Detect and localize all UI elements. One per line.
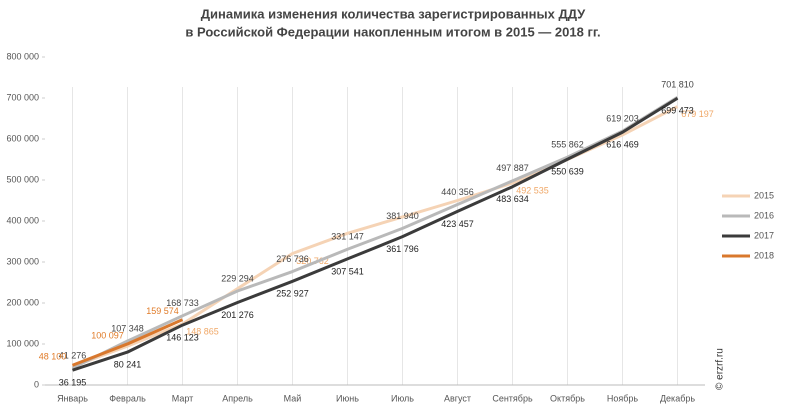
data-label: 497 887: [496, 163, 529, 173]
data-label: 701 810: [661, 80, 694, 90]
data-label: 36 195: [59, 378, 87, 388]
x-tick-label: Апрель: [222, 393, 253, 403]
data-label: 616 469: [606, 140, 639, 150]
data-label: 146 123: [166, 332, 199, 342]
x-tick-label: Март: [172, 393, 194, 403]
x-tick-label: Август: [444, 393, 471, 403]
data-label: 201 276: [221, 310, 254, 320]
legend-label: 2017: [754, 230, 774, 240]
data-label: 381 940: [386, 211, 419, 221]
x-tick-label: Май: [284, 393, 302, 403]
series-line: [72, 96, 679, 372]
data-label: 699 473: [661, 106, 694, 116]
data-label: 168 733: [166, 298, 199, 308]
data-label: 276 736: [276, 254, 309, 264]
data-label: 619 203: [606, 114, 639, 124]
y-tick-label: 400 000: [6, 215, 39, 225]
data-label: 107 348: [111, 323, 144, 333]
x-tick-label: Июнь: [336, 393, 359, 403]
data-label: 679 197: [681, 109, 714, 119]
data-label: 159 574: [146, 306, 179, 316]
y-tick-label: 200 000: [6, 297, 39, 307]
data-label: 80 241: [114, 359, 142, 369]
y-tick-label: 600 000: [6, 133, 39, 143]
y-tick-label: 800 000: [6, 51, 39, 61]
data-label: 48 100: [39, 352, 67, 362]
y-tick-label: 0: [34, 379, 39, 389]
chart-title: в Российской Федерации накопленным итого…: [185, 24, 600, 39]
data-label: 252 927: [276, 289, 309, 299]
data-label: 229 294: [221, 273, 254, 283]
data-label: 331 147: [331, 232, 364, 242]
y-tick-label: 500 000: [6, 174, 39, 184]
x-tick-label: Февраль: [109, 393, 146, 403]
data-label: 423 457: [441, 219, 474, 229]
data-label: 361 796: [386, 244, 419, 254]
x-tick-label: Январь: [57, 393, 88, 403]
x-tick-label: Июль: [391, 393, 414, 403]
data-label: 320 762: [296, 256, 329, 266]
data-label: 307 541: [331, 266, 364, 276]
y-tick-label: 300 000: [6, 256, 39, 266]
chart-title: Динамика изменения количества зарегистри…: [201, 6, 586, 21]
legend-label: 2018: [754, 250, 774, 260]
legend-label: 2015: [754, 190, 774, 200]
series-line: [71, 318, 184, 367]
data-label: 440 356: [441, 187, 474, 197]
data-label: 555 862: [551, 139, 584, 149]
data-label: 100 097: [91, 330, 124, 340]
x-tick-label: Сентябрь: [492, 393, 533, 403]
y-tick-label: 700 000: [6, 92, 39, 102]
x-tick-label: Ноябрь: [607, 393, 639, 403]
data-label: 148 865: [186, 326, 219, 336]
y-tick-label: 100 000: [6, 338, 39, 348]
data-label: 550 639: [551, 167, 584, 177]
data-label: 483 634: [496, 194, 529, 204]
series-line: [71, 95, 679, 370]
x-tick-label: Декабрь: [660, 393, 695, 403]
watermark: © erzrf.ru: [715, 348, 726, 390]
data-label: 492 535: [516, 185, 549, 195]
x-tick-label: Октябрь: [550, 393, 585, 403]
data-label: 41 276: [59, 350, 87, 360]
legend-label: 2016: [754, 210, 774, 220]
